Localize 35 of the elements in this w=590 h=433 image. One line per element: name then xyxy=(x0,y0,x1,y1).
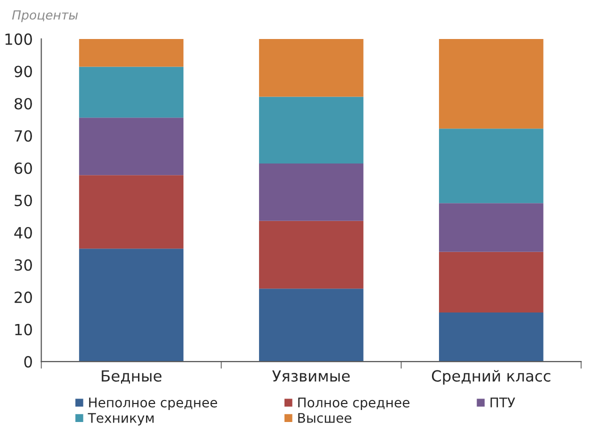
y-tick-label: 50 xyxy=(14,194,32,206)
legend-label: Неполное среднее xyxy=(89,398,218,410)
bar xyxy=(79,38,184,67)
bar xyxy=(79,175,184,249)
legend-label: Техникум xyxy=(88,413,154,426)
y-tick-label: 10 xyxy=(15,324,32,336)
bar xyxy=(438,252,544,313)
bar xyxy=(79,118,184,176)
x-tick-label: Бедные xyxy=(102,370,162,384)
legend-label: Высшее xyxy=(298,413,352,423)
x-tick-label: Уязвимые xyxy=(272,370,350,382)
bar xyxy=(259,38,364,97)
y-tick-label: 90 xyxy=(14,66,32,78)
bar xyxy=(259,288,364,362)
y-tick-label: 60 xyxy=(14,162,32,174)
bar xyxy=(259,96,364,164)
y-tick-label: 70 xyxy=(14,130,32,142)
bar xyxy=(79,66,184,118)
bar xyxy=(438,312,544,362)
bar xyxy=(259,163,364,221)
y-tick-label: 80 xyxy=(14,98,32,110)
y-tick-label: 0 xyxy=(24,356,32,368)
x-tick-label: Средний класс xyxy=(432,370,550,385)
legend-label: ПТУ xyxy=(490,398,516,408)
y-tick-label: 20 xyxy=(14,292,32,304)
bar xyxy=(79,248,184,362)
y-tick-label: 30 xyxy=(14,259,32,271)
bar xyxy=(438,203,544,252)
legend-label: Полное среднее xyxy=(298,398,410,410)
y-tick-label: 40 xyxy=(14,226,32,239)
bar xyxy=(438,128,544,204)
bar xyxy=(259,220,364,289)
y-axis-title: Проценты xyxy=(12,10,78,22)
y-tick-label: 100 xyxy=(5,33,32,45)
bar xyxy=(438,38,544,129)
